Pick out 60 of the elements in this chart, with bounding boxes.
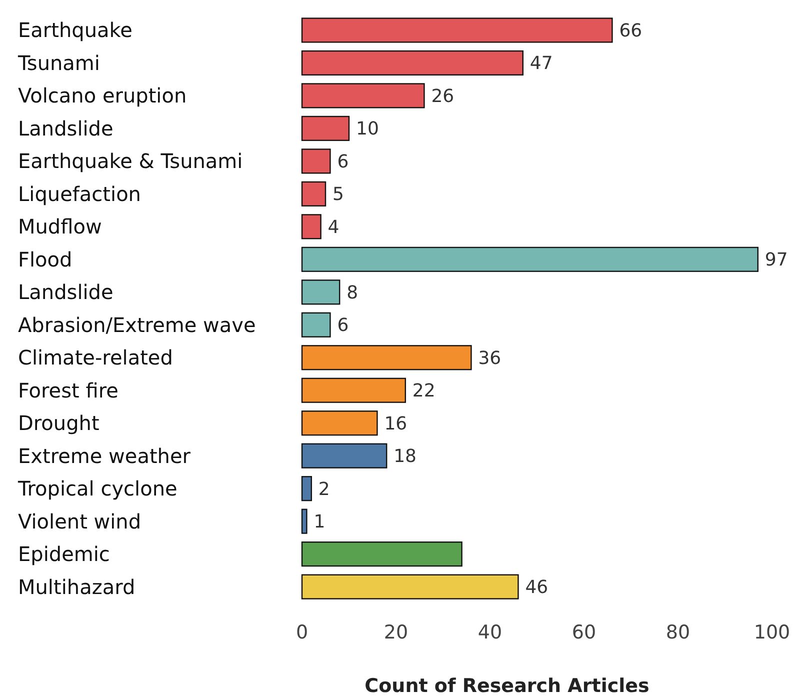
data-label: 36 (478, 348, 502, 369)
bar (301, 574, 519, 600)
data-label: 22 (412, 380, 436, 402)
bar (301, 181, 326, 206)
data-label: 6 (337, 151, 349, 172)
bar (301, 280, 340, 305)
bar (301, 116, 350, 141)
x-tick-label: 100 (754, 621, 790, 644)
y-tick-label: Violent wind (18, 509, 142, 534)
y-tick-label: Extreme weather (18, 444, 192, 468)
bar (301, 214, 322, 240)
y-tick-label: Multihazard (18, 574, 136, 599)
y-tick-label: Landslide (18, 116, 114, 140)
bar (301, 148, 331, 174)
y-tick-label: Epidemic (18, 542, 110, 566)
data-label: 97 (764, 250, 788, 271)
y-tick-label: Tsunami (17, 50, 100, 75)
y-tick-label: Climate-related (18, 346, 173, 370)
bar (301, 83, 425, 108)
data-label: 10 (356, 118, 379, 140)
x-tick-label: 0 (296, 621, 308, 644)
x-tick-label: 20 (384, 621, 408, 644)
x-tick-label: 80 (666, 621, 690, 644)
bar (301, 476, 312, 502)
bar (301, 542, 462, 567)
bar (301, 50, 524, 76)
y-tick-label: Flood (18, 247, 72, 272)
x-axis-title: Count of Research Articles (364, 675, 650, 697)
y-tick-label: Abrasion/Extreme wave (18, 312, 256, 337)
data-label: 5 (332, 184, 344, 206)
data-label: 47 (530, 53, 553, 74)
y-tick-label: Liquefaction (18, 182, 141, 206)
y-tick-label: Drought (18, 411, 100, 436)
bar (301, 345, 472, 370)
data-label: 8 (346, 282, 358, 304)
bar (301, 246, 758, 272)
bar (301, 378, 406, 403)
y-tick-label: Earthquake (18, 18, 132, 42)
data-label: 2 (318, 478, 330, 500)
data-label: 4 (328, 216, 340, 238)
data-label: 18 (394, 446, 417, 468)
y-tick-label: Earthquake & Tsunami (18, 149, 243, 174)
y-tick-label: Tropical cyclone (17, 476, 178, 501)
bar (301, 312, 331, 338)
bar (301, 443, 388, 468)
x-tick-label: 40 (478, 621, 502, 644)
bar (301, 508, 308, 534)
y-tick-label: Volcano eruption (18, 84, 187, 108)
data-label: 1 (314, 512, 326, 533)
bar (301, 18, 613, 43)
y-tick-label: Mudflow (18, 214, 102, 239)
x-tick-label: 60 (572, 621, 596, 644)
data-label: 26 (431, 86, 454, 107)
data-label: 66 (619, 20, 642, 42)
bar (301, 410, 378, 436)
y-tick-label: Landslide (18, 280, 114, 304)
data-label: 16 (384, 413, 408, 434)
y-tick-label: Forest fire (18, 378, 118, 402)
data-label: 6 (337, 315, 349, 336)
data-label: 46 (525, 577, 548, 598)
